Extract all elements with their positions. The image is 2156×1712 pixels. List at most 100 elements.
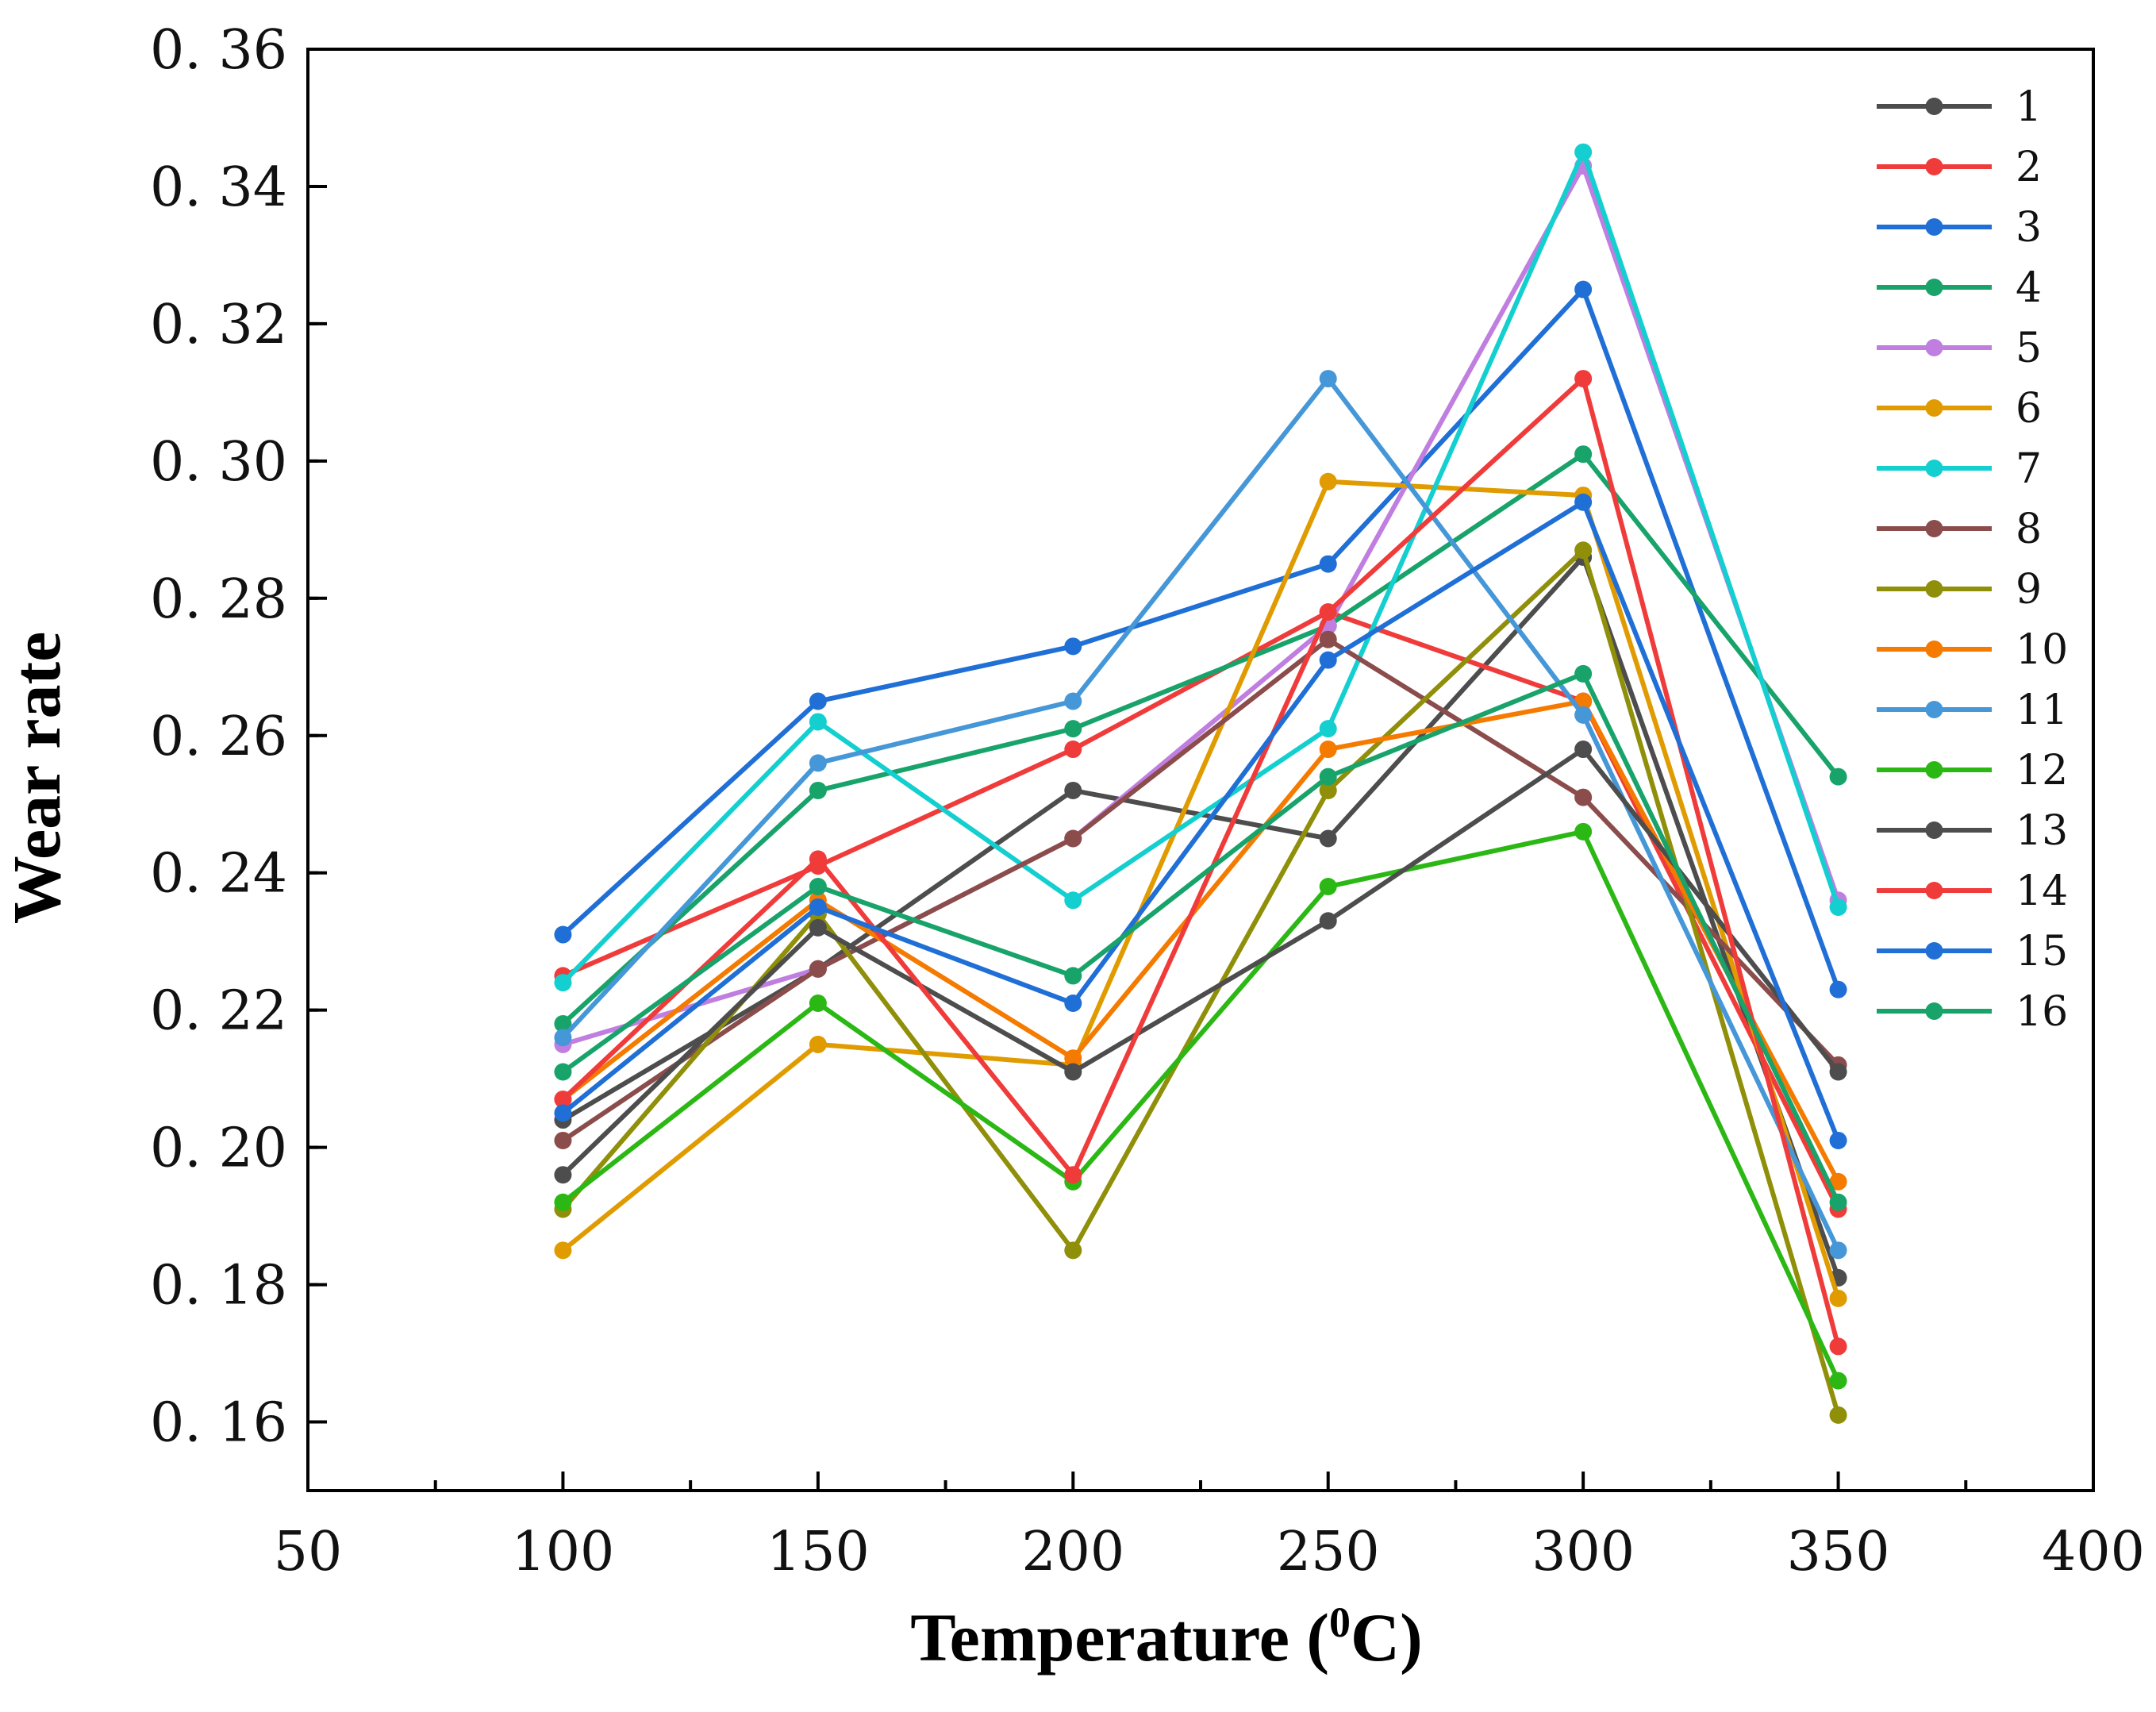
legend-label: 5 bbox=[2016, 325, 2042, 372]
data-point bbox=[809, 898, 827, 916]
x-tick-label: 350 bbox=[1787, 1521, 1890, 1583]
legend-label: 15 bbox=[2016, 928, 2068, 975]
legend-item-2: 2 bbox=[1877, 144, 2042, 191]
y-tick-label: 0. 20 bbox=[150, 1118, 287, 1180]
legend-label: 10 bbox=[2016, 626, 2068, 674]
series-line-15 bbox=[561, 499, 1841, 1142]
data-point bbox=[1064, 741, 1082, 759]
legend-label: 3 bbox=[2016, 204, 2042, 252]
axis-ticks: 50 100 150 200 250 300 350 400 0. 16 0. 18 0. 20 0.… bbox=[150, 19, 2145, 1583]
legend-item-4: 4 bbox=[1877, 264, 2042, 312]
data-point bbox=[1829, 898, 1847, 916]
series-1 bbox=[554, 548, 1847, 1287]
series-line-7 bbox=[561, 149, 1841, 985]
legend-item-11: 11 bbox=[1877, 687, 2068, 734]
legend-label: 6 bbox=[2016, 385, 2042, 433]
legend-item-10: 10 bbox=[1877, 626, 2068, 674]
series-3 bbox=[554, 280, 1847, 998]
series-2 bbox=[554, 603, 1847, 1218]
data-point bbox=[1319, 829, 1337, 848]
y-tick-label: 0. 34 bbox=[150, 156, 287, 219]
data-point bbox=[554, 1131, 572, 1149]
legend-item-1: 1 bbox=[1877, 83, 2042, 131]
data-point bbox=[1574, 541, 1593, 560]
legend-item-12: 12 bbox=[1877, 747, 2068, 794]
data-point bbox=[1574, 706, 1593, 724]
series-line-14 bbox=[561, 376, 1841, 1348]
data-point bbox=[1064, 692, 1082, 710]
series-7 bbox=[554, 143, 1847, 992]
data-point bbox=[554, 925, 572, 944]
data-point bbox=[554, 1063, 572, 1081]
data-point bbox=[1064, 720, 1082, 738]
series-14 bbox=[554, 370, 1847, 1356]
data-point bbox=[1064, 1166, 1082, 1184]
y-tick-label: 0. 26 bbox=[150, 706, 287, 768]
data-point bbox=[1574, 493, 1593, 511]
data-point bbox=[554, 1029, 572, 1047]
legend-label: 12 bbox=[2016, 747, 2068, 794]
x-tick-label: 250 bbox=[1277, 1521, 1380, 1583]
data-point bbox=[809, 713, 827, 731]
data-point bbox=[1829, 1241, 1847, 1260]
data-point bbox=[1574, 280, 1593, 298]
legend-marker bbox=[1925, 761, 1943, 779]
series-layer bbox=[554, 143, 1847, 1424]
legend-item-7: 7 bbox=[1877, 445, 2042, 493]
data-point bbox=[1829, 1193, 1847, 1211]
data-point bbox=[1319, 781, 1337, 799]
data-point bbox=[1319, 768, 1337, 786]
data-point bbox=[809, 878, 827, 896]
series-13 bbox=[554, 741, 1847, 1184]
series-line-9 bbox=[561, 548, 1841, 1416]
series-8 bbox=[554, 630, 1847, 1149]
data-point bbox=[554, 1166, 572, 1184]
legend-marker bbox=[1925, 158, 1943, 175]
data-point bbox=[1064, 637, 1082, 656]
series-12 bbox=[554, 822, 1847, 1390]
data-point bbox=[1574, 664, 1593, 683]
x-tick-label: 100 bbox=[512, 1521, 615, 1583]
data-point bbox=[1319, 651, 1337, 669]
legend-marker bbox=[1925, 520, 1943, 537]
data-point bbox=[809, 960, 827, 978]
series-15 bbox=[554, 493, 1847, 1149]
data-point bbox=[554, 1091, 572, 1109]
y-tick-label: 0. 24 bbox=[150, 843, 287, 906]
series-line-10 bbox=[561, 698, 1841, 1183]
data-point bbox=[1319, 370, 1337, 388]
data-point bbox=[1319, 878, 1337, 896]
x-tick-label: 50 bbox=[274, 1521, 343, 1583]
legend-label: 4 bbox=[2016, 264, 2042, 312]
legend-item-14: 14 bbox=[1877, 868, 2068, 915]
legend-item-6: 6 bbox=[1877, 385, 2042, 433]
legend-item-5: 5 bbox=[1877, 325, 2042, 372]
data-point bbox=[1064, 967, 1082, 985]
legend-marker bbox=[1925, 279, 1943, 296]
legend-item-3: 3 bbox=[1877, 204, 2042, 252]
data-point bbox=[809, 781, 827, 799]
data-point bbox=[1319, 912, 1337, 930]
data-point bbox=[1319, 603, 1337, 621]
legend-label: 7 bbox=[2016, 445, 2042, 493]
data-point bbox=[1829, 1337, 1847, 1356]
data-point bbox=[1319, 741, 1337, 759]
data-point bbox=[1574, 788, 1593, 806]
data-point bbox=[1319, 555, 1337, 573]
series-line-3 bbox=[561, 287, 1841, 991]
data-point bbox=[1064, 829, 1082, 848]
data-point bbox=[809, 994, 827, 1013]
series-line-5 bbox=[562, 164, 1841, 1047]
legend-item-8: 8 bbox=[1877, 506, 2042, 553]
data-point bbox=[1829, 1372, 1847, 1390]
series-line-4 bbox=[561, 452, 1840, 1026]
data-point bbox=[1064, 891, 1082, 910]
legend-label: 2 bbox=[2016, 144, 2042, 191]
data-point bbox=[809, 692, 827, 710]
legend-marker bbox=[1925, 821, 1943, 839]
data-point bbox=[1829, 1063, 1847, 1081]
legend-marker bbox=[1925, 399, 1943, 417]
legend-label: 11 bbox=[2016, 687, 2068, 734]
